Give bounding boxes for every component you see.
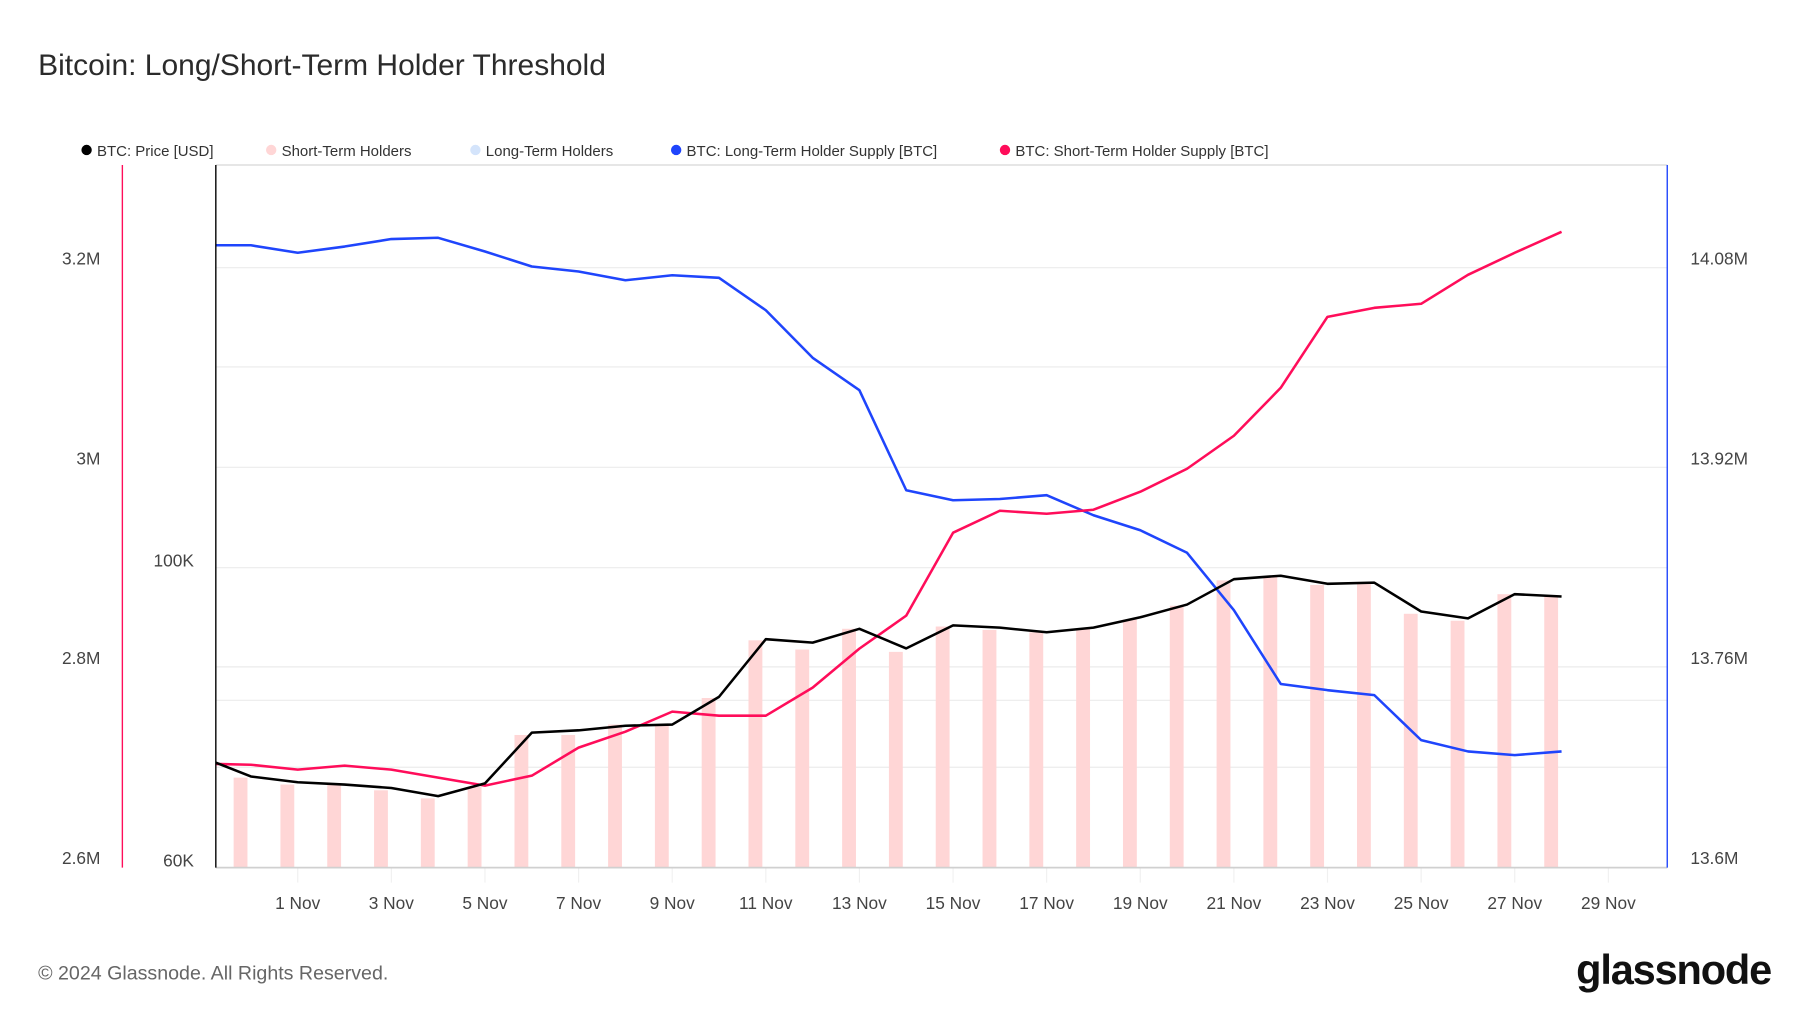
sth-bar <box>327 784 342 868</box>
sth-bar <box>1450 620 1465 868</box>
legend-marker <box>670 144 682 156</box>
left-axis-tick-label: 2.8M <box>62 648 100 668</box>
sth-bar <box>701 697 716 868</box>
glassnode-logo: glassnode <box>1576 946 1771 993</box>
legend-item-lth-supply[interactable]: BTC: Long-Term Holder Supply [BTC] <box>670 143 938 160</box>
sth-bar <box>1169 605 1184 868</box>
sth-supply-line <box>215 230 1563 787</box>
tick-labels: 1 Nov 3 Nov 5 Nov 7 Nov 9 Nov 11 Nov 13 Nov 15 … <box>62 248 1748 913</box>
x-tick-label: 1 Nov <box>275 893 321 913</box>
legend-item-sth[interactable]: Short-Term Holders <box>266 143 411 160</box>
sth-bar <box>608 724 622 868</box>
sth-bar <box>280 784 295 868</box>
sth-bar <box>1122 619 1137 868</box>
sth-bar <box>1544 596 1559 868</box>
sth-bar <box>467 786 482 868</box>
legend-label: Long-Term Holders <box>486 143 613 160</box>
price-axis-tick-label: 60K <box>163 850 194 870</box>
sth-bar <box>1357 582 1371 868</box>
x-tick-label: 23 Nov <box>1300 893 1355 913</box>
chart-title: Bitcoin: Long/Short-Term Holder Threshol… <box>38 49 606 82</box>
sth-bar <box>233 777 248 868</box>
legend-marker <box>470 144 481 156</box>
x-tick-label: 7 Nov <box>556 893 602 913</box>
legend-label: BTC: Price [USD] <box>97 143 214 160</box>
right-axis-tick-label: 13.92M <box>1690 448 1748 468</box>
x-tick-label: 25 Nov <box>1394 893 1449 913</box>
legend-label: BTC: Long-Term Holder Supply [BTC] <box>687 143 938 160</box>
x-tick-label: 15 Nov <box>926 893 981 913</box>
right-axis-tick-label: 13.6M <box>1690 848 1738 868</box>
left-axis-tick-label: 3.2M <box>62 248 100 268</box>
legend: BTC: Price [USD] Short-Term Holders Long… <box>81 143 1269 160</box>
sth-bar <box>1076 628 1091 868</box>
legend-item-price[interactable]: BTC: Price [USD] <box>81 143 214 160</box>
sth-bar <box>748 640 763 868</box>
x-tick-label: 9 Nov <box>650 893 696 913</box>
sth-bar <box>982 629 997 868</box>
sth-bar <box>374 790 388 868</box>
sth-bar <box>514 734 529 868</box>
legend-item-sth-supply[interactable]: BTC: Short-Term Holder Supply [BTC] <box>999 143 1269 160</box>
legend-marker <box>81 144 92 156</box>
right-axis-tick-label: 14.08M <box>1690 248 1748 268</box>
sth-bar <box>888 651 903 868</box>
lth-supply-line <box>215 236 1562 757</box>
x-tick-label: 3 Nov <box>369 893 415 913</box>
sth-bar <box>561 734 576 868</box>
sth-bar <box>935 626 950 868</box>
x-tick-label: 13 Nov <box>832 893 887 913</box>
legend-marker <box>266 144 277 156</box>
x-tick-label: 5 Nov <box>462 893 508 913</box>
sth-bar <box>420 798 435 868</box>
sth-bar <box>1263 576 1278 868</box>
x-tick-label: 17 Nov <box>1019 893 1074 913</box>
axes <box>121 164 1668 869</box>
sth-bar <box>654 724 669 868</box>
price-axis-tick-label: 100K <box>153 550 194 570</box>
legend-marker <box>999 144 1011 156</box>
left-axis-tick-label: 2.6M <box>62 848 100 868</box>
sth-bar <box>1029 632 1044 868</box>
right-axis-tick-label: 13.76M <box>1690 648 1748 668</box>
footer-copyright: © 2024 Glassnode. All Rights Reserved. <box>38 963 388 985</box>
sth-bar <box>842 628 856 868</box>
legend-label: Short-Term Holders <box>282 143 412 160</box>
x-tick-label: 29 Nov <box>1581 893 1636 913</box>
x-tick-label: 19 Nov <box>1113 893 1168 913</box>
left-axis-tick-label: 3M <box>76 448 100 468</box>
x-tick-label: 21 Nov <box>1206 893 1261 913</box>
x-tick-label: 11 Nov <box>739 893 793 913</box>
sth-bar <box>1310 584 1325 868</box>
legend-label: BTC: Short-Term Holder Supply [BTC] <box>1015 143 1268 160</box>
sth-bar <box>1403 613 1418 868</box>
legend-item-lth[interactable]: Long-Term Holders <box>470 143 613 160</box>
sth-bar <box>795 649 810 868</box>
sth-bar <box>1497 594 1512 868</box>
series-lines <box>215 230 1563 798</box>
sth-bar <box>1216 580 1231 868</box>
x-tick-label: 27 Nov <box>1487 893 1542 913</box>
price-line <box>215 574 1562 798</box>
sth-bars <box>233 576 1559 868</box>
